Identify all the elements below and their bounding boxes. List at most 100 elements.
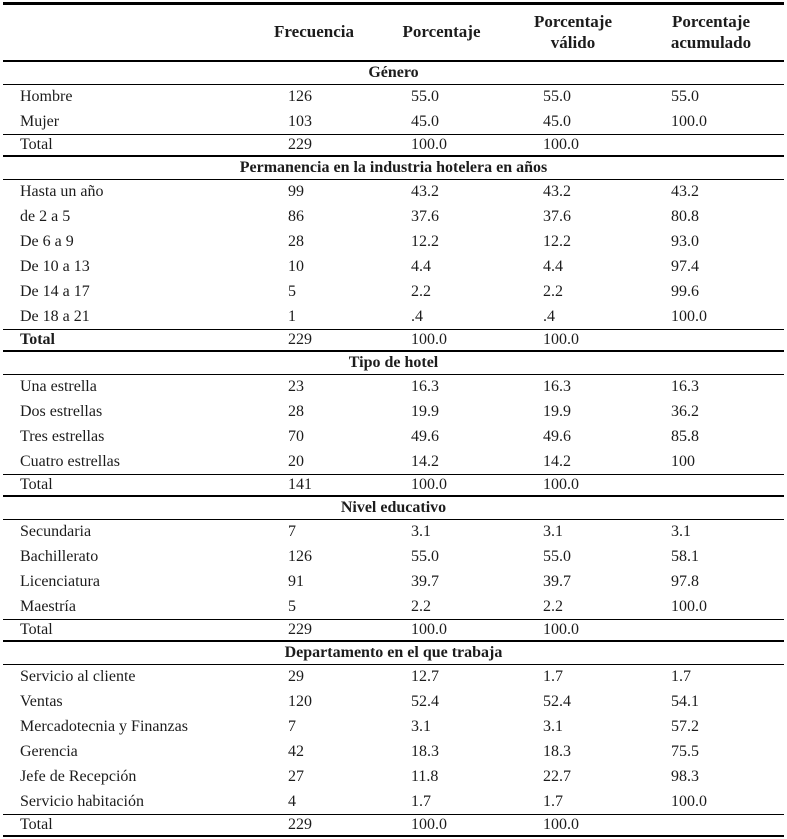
table-row: De 10 a 13 10 4.4 4.4 97.4 <box>3 255 784 280</box>
cell-valido: 1.7 <box>543 668 563 686</box>
row-label: Cuatro estrellas <box>20 452 120 470</box>
row-label: Una estrella <box>20 378 97 396</box>
cell-valido: 55.0 <box>543 88 571 106</box>
section-header-row: Permanencia en la industria hotelera en … <box>3 155 784 180</box>
cell-frecuencia: 229 <box>253 134 375 157</box>
header-porcentaje-valido: Porcentaje válido <box>508 3 638 62</box>
cell-frecuencia: 42 <box>288 743 304 760</box>
cell-acumulado: 100.0 <box>671 792 707 810</box>
row-label: Maestría <box>20 597 76 615</box>
cell-valido: 52.4 <box>543 693 571 710</box>
cell-frecuencia: 4 <box>288 792 296 810</box>
cell-porcentaje: 100.0 <box>375 134 508 157</box>
cell-frecuencia: 126 <box>288 548 312 565</box>
cell-frecuencia: 5 <box>288 597 296 615</box>
table-row: Dos estrellas 28 19.9 19.9 36.2 <box>3 400 784 425</box>
row-label: Ventas <box>20 693 63 710</box>
row-label: Servicio habitación <box>20 792 144 810</box>
cell-acumulado: 57.2 <box>671 718 699 735</box>
cell-porcentaje: 12.2 <box>411 233 439 250</box>
row-label: Total <box>3 329 253 352</box>
cell-porcentaje: 19.9 <box>411 403 439 420</box>
cell-porcentaje: 18.3 <box>411 743 439 760</box>
cell-acumulado <box>638 474 784 497</box>
row-label: Licenciatura <box>20 573 100 590</box>
cell-frecuencia: 86 <box>288 208 304 225</box>
table-row: Bachillerato 126 55.0 55.0 58.1 <box>3 545 784 570</box>
cell-porcentaje: .4 <box>411 307 423 325</box>
section-title: Género <box>3 60 784 85</box>
section-header-row: Tipo de hotel <box>3 350 784 375</box>
table-row: Mujer 103 45.0 45.0 100.0 <box>3 110 784 135</box>
row-label: De 14 a 17 <box>20 283 90 300</box>
row-label: Total <box>3 134 253 157</box>
cell-valido: 2.2 <box>543 283 563 300</box>
cell-valido: 22.7 <box>543 768 571 785</box>
cell-frecuencia: 20 <box>288 452 304 470</box>
cell-valido: 100.0 <box>508 134 638 157</box>
cell-frecuencia: 103 <box>288 112 312 130</box>
cell-acumulado <box>638 814 784 837</box>
cell-acumulado: 55.0 <box>671 88 699 106</box>
cell-valido: 45.0 <box>543 112 571 130</box>
cell-porcentaje: 1.7 <box>411 792 431 810</box>
cell-valido: 19.9 <box>543 403 571 420</box>
cell-frecuencia: 91 <box>288 573 304 590</box>
table-row: Gerencia 42 18.3 18.3 75.5 <box>3 740 784 765</box>
row-label: Tres estrellas <box>20 428 105 445</box>
cell-porcentaje: 2.2 <box>411 597 431 615</box>
cell-valido: 2.2 <box>543 597 563 615</box>
table-header: Frecuencia Porcentaje Porcentaje válido … <box>3 3 784 62</box>
cell-porcentaje: 49.6 <box>411 428 439 445</box>
table-row: de 2 a 5 86 37.6 37.6 80.8 <box>3 205 784 230</box>
header-porcentaje-acumulado: Porcentaje acumulado <box>638 3 784 62</box>
table-row: De 18 a 21 1 .4 .4 100.0 <box>3 305 784 330</box>
cell-acumulado: 100.0 <box>671 597 707 615</box>
table-row: Cuatro estrellas 20 14.2 14.2 100 <box>3 450 784 475</box>
cell-acumulado: 97.8 <box>671 573 699 590</box>
row-label: Bachillerato <box>20 548 99 565</box>
cell-frecuencia: 1 <box>288 307 296 325</box>
table-row: Ventas 120 52.4 52.4 54.1 <box>3 690 784 715</box>
cell-acumulado: 85.8 <box>671 428 699 445</box>
table-row: Una estrella 23 16.3 16.3 16.3 <box>3 375 784 400</box>
row-label: Secundaria <box>20 523 92 541</box>
table-row: Mercadotecnia y Finanzas 7 3.1 3.1 57.2 <box>3 715 784 740</box>
cell-porcentaje: 55.0 <box>411 548 439 565</box>
total-row: Total 229 100.0 100.0 <box>3 619 784 642</box>
table-row: Licenciatura 91 39.7 39.7 97.8 <box>3 570 784 595</box>
cell-porcentaje: 11.8 <box>411 768 439 785</box>
cell-porcentaje: 3.1 <box>411 718 431 735</box>
section-header-row: Nivel educativo <box>3 495 784 520</box>
section-title: Departamento en el que trabaja <box>3 640 784 665</box>
cell-frecuencia: 99 <box>288 183 304 201</box>
row-label: Servicio al cliente <box>20 668 136 686</box>
cell-valido: 37.6 <box>543 208 571 225</box>
cell-valido: 12.2 <box>543 233 571 250</box>
table-row: De 14 a 17 5 2.2 2.2 99.6 <box>3 280 784 305</box>
cell-porcentaje: 100.0 <box>375 474 508 497</box>
cell-frecuencia: 70 <box>288 428 304 445</box>
table-body: Género Hombre 126 55.0 55.0 55.0 Mujer 103 45.0 4… <box>3 60 784 837</box>
cell-valido: 16.3 <box>543 378 571 396</box>
cell-porcentaje: 100.0 <box>375 619 508 642</box>
cell-porcentaje: 12.7 <box>411 668 439 686</box>
cell-acumulado: 80.8 <box>671 208 699 225</box>
table-row: Secundaria 7 3.1 3.1 3.1 <box>3 520 784 545</box>
total-row: Total 229 100.0 100.0 <box>3 814 784 837</box>
cell-valido: 55.0 <box>543 548 571 565</box>
total-row: Total 229 100.0 100.0 <box>3 134 784 157</box>
row-label: Jefe de Recepción <box>20 768 137 785</box>
cell-valido: .4 <box>543 307 555 325</box>
section-title: Nivel educativo <box>3 495 784 520</box>
row-label: Hasta un año <box>20 183 104 201</box>
cell-acumulado: 100 <box>671 452 695 470</box>
table-row: Servicio habitación 4 1.7 1.7 100.0 <box>3 790 784 815</box>
cell-acumulado <box>638 619 784 642</box>
row-label: De 10 a 13 <box>20 258 90 275</box>
cell-frecuencia: 229 <box>253 619 375 642</box>
header-frecuencia: Frecuencia <box>253 3 375 62</box>
cell-acumulado: 16.3 <box>671 378 699 396</box>
cell-porcentaje: 3.1 <box>411 523 431 541</box>
cell-porcentaje: 43.2 <box>411 183 439 201</box>
